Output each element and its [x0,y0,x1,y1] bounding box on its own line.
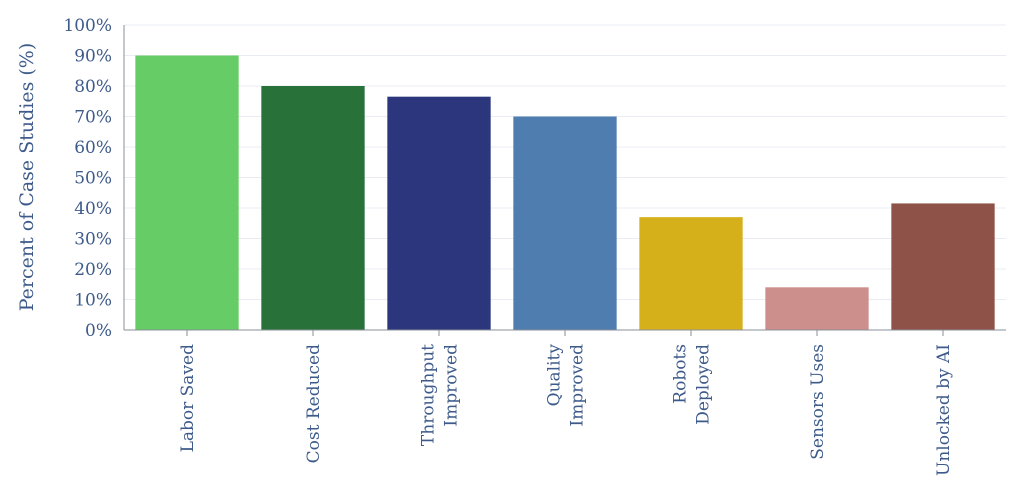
y-tick-label: 80% [74,77,112,97]
bar [387,96,491,330]
bar [135,55,239,330]
bar [891,203,995,330]
x-tick-label-line: Unlocked by AI [934,344,954,476]
x-tick-labels: Labor Saved Cost Reduced Throughput Improve… [178,330,954,476]
y-tick-label: 40% [74,199,112,219]
y-tick-label: 20% [74,260,112,280]
y-tick-label: 30% [74,230,112,250]
y-tick-label: 10% [74,291,112,311]
y-tick-label: 60% [74,138,112,158]
x-tick-label-line: Improved [442,344,462,427]
bars [135,55,995,330]
x-tick-label-line: Labor Saved [178,344,198,453]
x-tick-label: Unlocked by AI [934,344,954,476]
x-tick-label: Sensors Uses [808,344,828,460]
x-tick-label: Cost Reduced [304,344,324,463]
x-tick-label-line: Robots [671,344,691,404]
x-tick-label-line: Quality [545,344,565,407]
bar [513,116,617,330]
bar [639,217,743,330]
y-tick-label: 0% [85,321,112,341]
x-tick-label-line: Sensors Uses [808,344,828,460]
x-tick-label-line: Deployed [694,344,714,425]
bar [765,287,869,330]
x-tick-label: Throughput Improved [419,344,462,446]
x-tick-label-line: Cost Reduced [304,344,324,463]
x-tick-label: Labor Saved [178,344,198,453]
y-tick-label: 100% [63,16,112,36]
x-tick-label: Robots Deployed [671,344,714,425]
y-tick-label: 50% [74,169,112,189]
x-tick-label: Quality Improved [545,344,588,427]
x-tick-label-line: Throughput [419,344,439,446]
y-tick-label: 90% [74,47,112,67]
y-tick-labels: 0% 10% 20% 30% 40% 50% 60% 70% 80% 90% 100% [63,16,112,341]
y-tick-label: 70% [74,108,112,128]
y-axis-title: Percent of Case Studies (%) [16,43,38,312]
bar [261,86,365,330]
x-tick-label-line: Improved [568,344,588,427]
